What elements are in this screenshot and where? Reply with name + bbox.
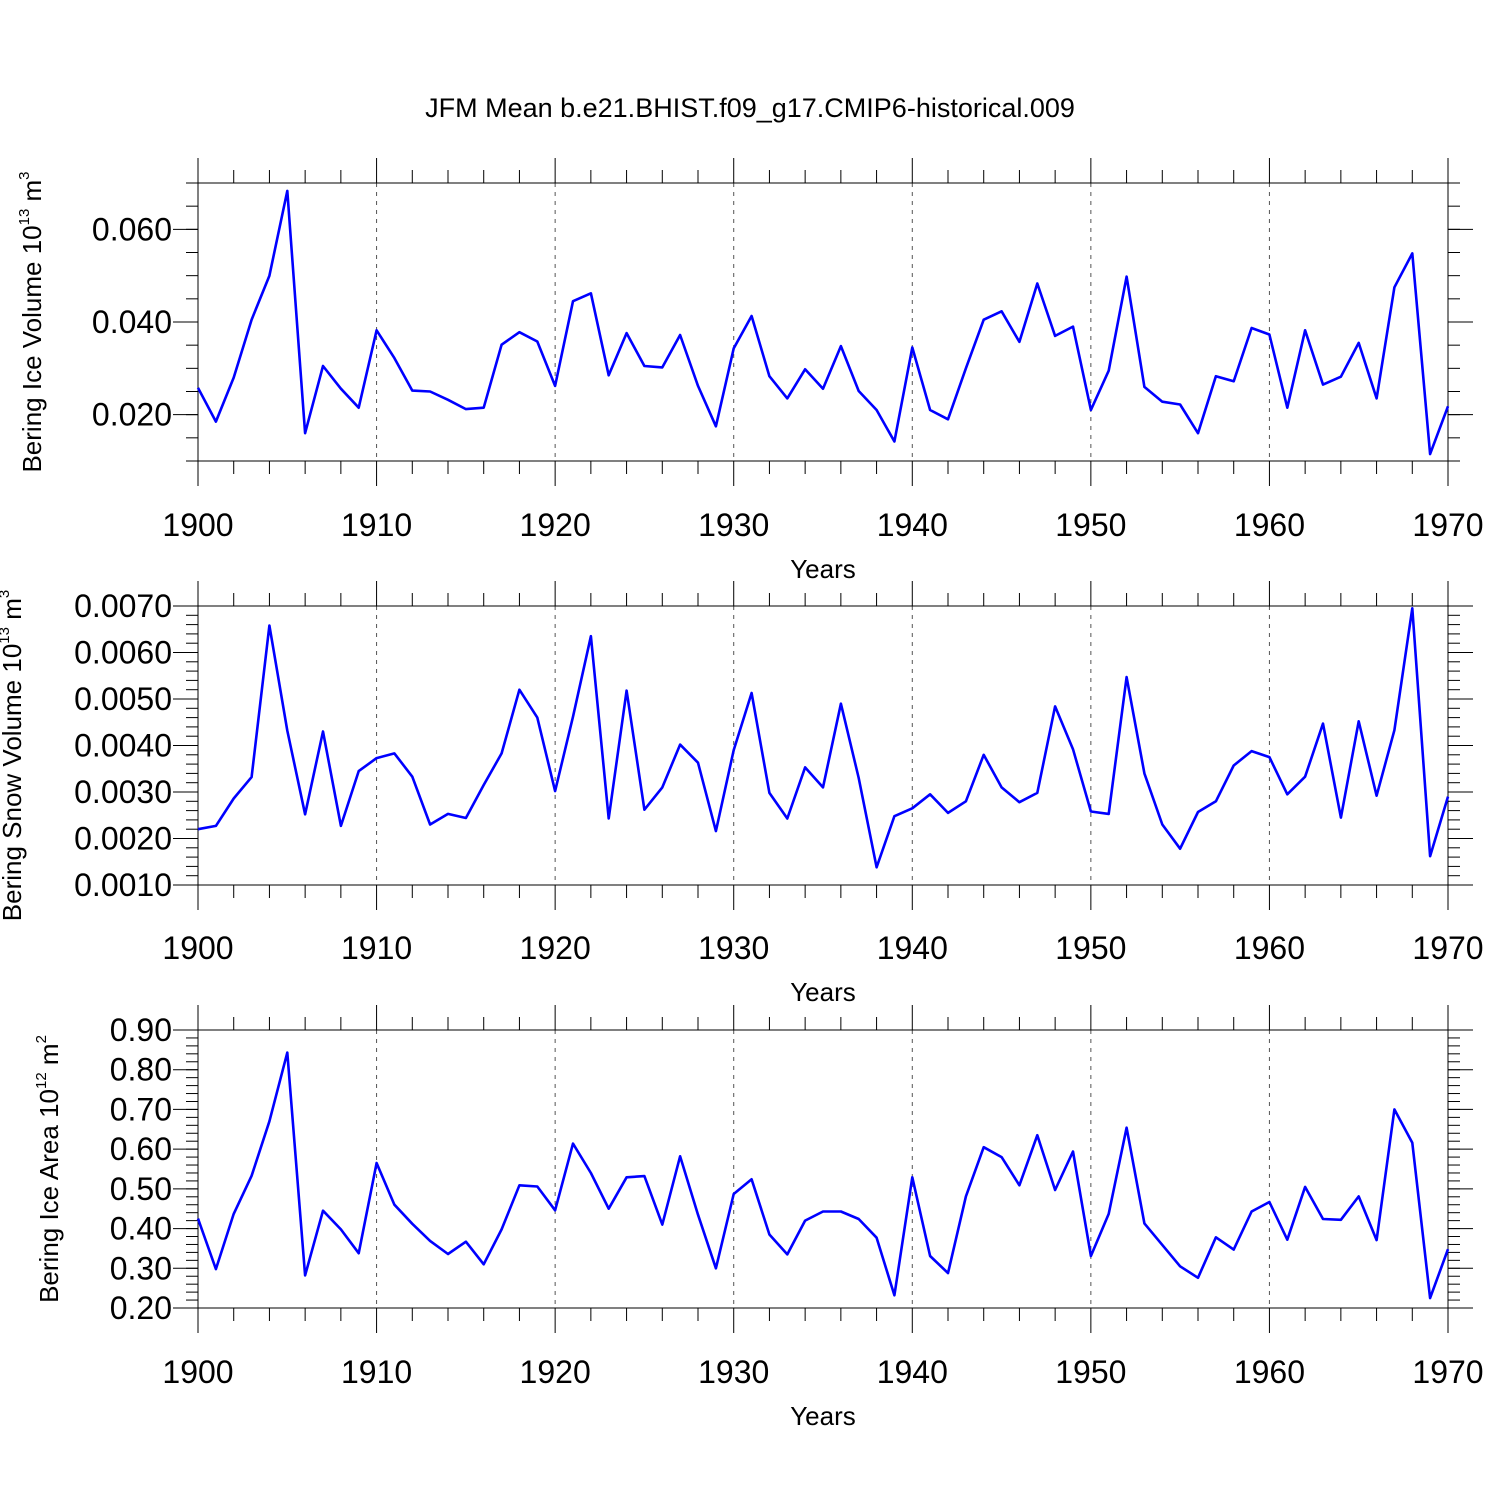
y-axis-label-unit-exponent: 2 (33, 1035, 50, 1043)
x-axis-label: Years (790, 977, 856, 1007)
x-tick-label: 1920 (520, 1354, 591, 1390)
y-axis-label: Bering Ice Volume 1013 m3 (16, 171, 47, 472)
y-axis-label-text: Bering Snow Volume 10 (0, 644, 27, 922)
panel-1: 0.020 0.040 0.060 1900 1910 1920 1930 1940 1950 1… (16, 158, 1484, 584)
x-tick-label: 1900 (162, 1354, 233, 1390)
y-axis-label-exponent: 13 (16, 209, 33, 226)
x-axis-label: Years (790, 1401, 856, 1431)
y-tick-label: 0.0030 (74, 774, 172, 810)
x-tick-label: 1930 (698, 1354, 769, 1390)
x-tick-label: 1960 (1234, 930, 1305, 966)
x-tick-label: 1930 (698, 507, 769, 543)
y-tick-label: 0.70 (110, 1091, 172, 1127)
x-tick-label: 1950 (1055, 1354, 1126, 1390)
x-tick-label: 1910 (341, 930, 412, 966)
x-axis-label: Years (790, 554, 856, 584)
y-tick-label: 0.80 (110, 1052, 172, 1088)
y-axis-label-text: Bering Ice Volume 10 (17, 225, 47, 472)
x-tick-label: 1960 (1234, 507, 1305, 543)
x-tick-label: 1960 (1234, 1354, 1305, 1390)
y-tick-label: 0.20 (110, 1290, 172, 1326)
y-tick-label: 0.0070 (74, 588, 172, 624)
x-tick-label: 1940 (877, 507, 948, 543)
y-tick-label: 0.50 (110, 1171, 172, 1207)
panel-3: 0.20 0.300.40 0.50 0.60 0.700.80 0.90 1900 1910… (33, 1005, 1484, 1431)
y-axis-label: Bering Snow Volume 1013 m3 (0, 590, 27, 921)
y-axis-label-text: Bering Ice Area 10 (34, 1089, 64, 1303)
x-tick-label: 1900 (162, 930, 233, 966)
x-tick-label: 1950 (1055, 507, 1126, 543)
y-tick-label: 0.0060 (74, 635, 172, 671)
y-axis-label-unit: m (34, 1043, 64, 1072)
x-tick-label: 1950 (1055, 930, 1126, 966)
series-line (197, 606, 1450, 869)
y-axis-label-unit-exponent: 3 (16, 171, 33, 179)
y-tick-label: 0.060 (92, 211, 172, 247)
y-axis-label-unit: m (0, 598, 27, 627)
y-axis-label-unit: m (17, 180, 47, 209)
x-tick-label: 1970 (1412, 507, 1483, 543)
y-tick-label: 0.0010 (74, 867, 172, 903)
y-tick-label: 0.30 (110, 1250, 172, 1286)
x-tick-label: 1920 (520, 507, 591, 543)
series-line (196, 1051, 1450, 1300)
x-tick-label: 1920 (520, 930, 591, 966)
y-tick-label: 0.0020 (74, 821, 172, 857)
x-tick-label: 1970 (1412, 1354, 1483, 1390)
y-tick-label: 0.90 (110, 1012, 172, 1048)
y-tick-label: 0.60 (110, 1131, 172, 1167)
y-axis-label-exponent: 12 (33, 1072, 50, 1089)
y-axis-label-exponent: 13 (0, 627, 13, 644)
y-tick-label: 0.0040 (74, 728, 172, 764)
chart-title: JFM Mean b.e21.BHIST.f09_g17.CMIP6-histo… (425, 93, 1075, 123)
y-tick-label: 0.020 (92, 397, 172, 433)
x-tick-label: 1930 (698, 930, 769, 966)
y-tick-label: 0.0050 (74, 681, 172, 717)
x-tick-label: 1910 (341, 1354, 412, 1390)
y-tick-label: 0.040 (92, 304, 172, 340)
x-tick-label: 1910 (341, 507, 412, 543)
y-tick-label: 0.40 (110, 1211, 172, 1247)
x-tick-label: 1940 (877, 930, 948, 966)
y-axis-label: Bering Ice Area 1012 m2 (33, 1035, 64, 1303)
series-line (196, 189, 1450, 456)
y-axis-label-unit-exponent: 3 (0, 590, 13, 598)
x-tick-label: 1900 (162, 507, 233, 543)
panel-2: 0.0010 0.0020 0.0030 0.0040 0.0050 0.0060 0.00… (0, 581, 1484, 1007)
x-tick-label: 1970 (1412, 930, 1483, 966)
x-tick-label: 1940 (877, 1354, 948, 1390)
